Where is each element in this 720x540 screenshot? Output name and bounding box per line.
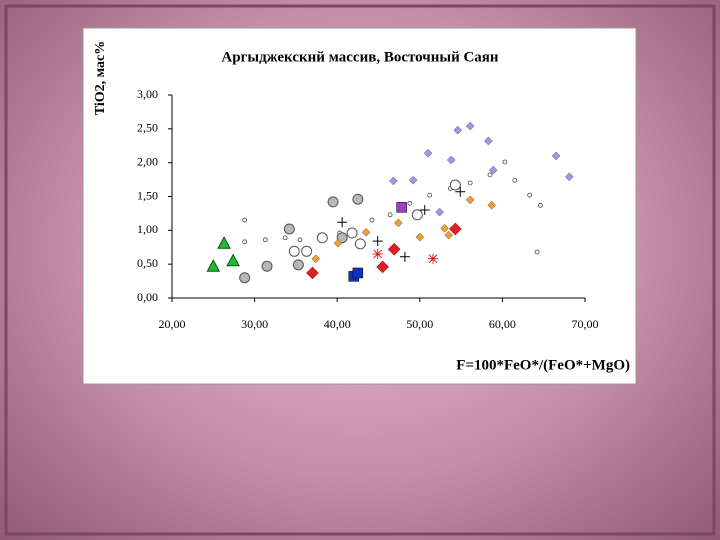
point <box>297 237 303 243</box>
point <box>467 180 473 186</box>
point <box>440 223 449 233</box>
point <box>393 218 403 228</box>
point <box>261 260 273 272</box>
x-axis-label: F=100*FeO*/(FeO*+MgO) <box>456 357 630 373</box>
point <box>352 267 364 279</box>
point <box>488 165 498 175</box>
point <box>217 236 231 249</box>
point <box>206 259 221 272</box>
point <box>408 175 418 185</box>
point <box>387 212 393 218</box>
y-tick-label: 2,00 <box>137 154 158 168</box>
point <box>283 223 295 235</box>
point <box>487 200 497 210</box>
point <box>242 217 248 223</box>
point <box>448 222 462 236</box>
x-tick-label: 50,00 <box>406 317 433 331</box>
point <box>337 217 348 228</box>
point <box>226 253 240 267</box>
slide-frame <box>4 4 716 536</box>
point <box>316 232 328 244</box>
point <box>455 186 466 197</box>
point <box>444 230 454 240</box>
point <box>484 136 493 146</box>
y-tick-label: 0,50 <box>137 256 158 270</box>
plot: 0,00 0,50 1,00 1,50 2,00 2,50 3,00 20,00 30,00 40… <box>137 87 599 331</box>
point <box>282 235 288 241</box>
point <box>372 236 383 247</box>
point <box>512 177 518 183</box>
point <box>301 245 313 257</box>
point <box>396 202 407 213</box>
point <box>239 272 251 284</box>
point <box>352 193 364 205</box>
point <box>369 217 375 223</box>
point <box>361 228 371 237</box>
y-axis-label: TiO2, мас% <box>93 41 108 116</box>
y-tick-label: 2,50 <box>137 121 158 135</box>
chart-area <box>82 27 637 385</box>
point <box>465 195 475 205</box>
point <box>449 179 461 191</box>
point <box>446 155 456 165</box>
point <box>311 254 321 264</box>
point <box>407 200 413 206</box>
point <box>453 125 463 135</box>
point <box>376 260 389 274</box>
point <box>292 259 304 271</box>
x-tick-label: 60,00 <box>489 317 516 331</box>
y-tick-label: 1,50 <box>137 188 158 202</box>
y-tick-label: 3,00 <box>137 87 158 101</box>
point <box>415 232 425 242</box>
point <box>327 196 339 208</box>
point <box>389 176 398 186</box>
point <box>288 245 300 257</box>
y-tick-label: 0,00 <box>137 290 158 304</box>
point <box>537 202 543 208</box>
point <box>551 151 561 161</box>
point <box>487 172 493 178</box>
point <box>262 237 268 243</box>
point <box>306 266 319 280</box>
point <box>423 148 433 158</box>
x-tick-label: 70,00 <box>572 317 599 331</box>
point <box>242 239 248 245</box>
point <box>399 251 410 262</box>
point <box>387 242 401 256</box>
x-tick-label: 20,00 <box>159 317 186 331</box>
point <box>333 238 343 248</box>
point <box>419 205 430 216</box>
point <box>372 249 383 260</box>
x-tick-label: 40,00 <box>324 317 351 331</box>
point <box>527 192 533 198</box>
point <box>428 253 439 264</box>
point <box>346 227 358 239</box>
chart-title: Аргыджекскнй массив, Восточный Саян <box>221 49 498 65</box>
point <box>336 232 348 244</box>
x-tick-label: 30,00 <box>241 317 268 331</box>
point <box>534 249 540 255</box>
point <box>411 209 423 221</box>
point <box>564 172 574 182</box>
y-tick-label: 1,00 <box>137 222 158 236</box>
point <box>354 238 366 250</box>
point <box>427 192 433 198</box>
point <box>435 207 444 217</box>
point <box>502 159 508 165</box>
point <box>465 121 475 131</box>
